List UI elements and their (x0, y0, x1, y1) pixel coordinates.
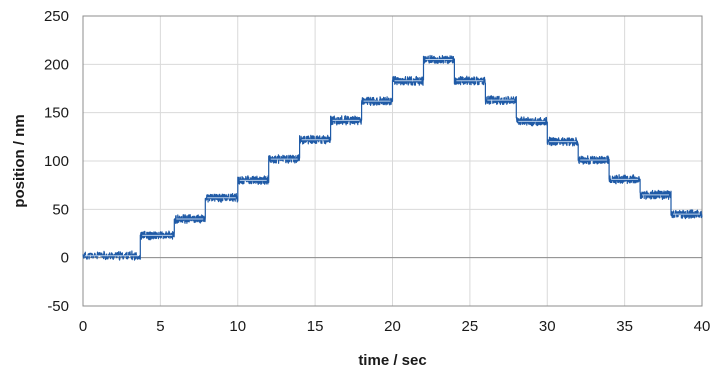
x-tick-label-10: 10 (229, 318, 246, 335)
y-tick-label-250: 250 (44, 8, 69, 25)
x-tick-label-15: 15 (307, 318, 324, 335)
x-tick-label-40: 40 (694, 318, 711, 335)
x-tick-label-20: 20 (384, 318, 401, 335)
series-layer (82, 54, 703, 261)
y-tick-labels: -50 0 50 100 150 200 250 (44, 8, 69, 315)
y-tick-label-50: 50 (52, 201, 69, 218)
x-tick-label-30: 30 (539, 318, 556, 335)
x-tick-labels: 0 5 10 15 20 25 30 35 40 (79, 318, 711, 335)
x-tick-label-35: 35 (616, 318, 633, 335)
plot-border (82, 15, 703, 307)
x-tick-label-0: 0 (79, 318, 87, 335)
x-axis-title: time / sec (358, 352, 426, 369)
x-tick-label-5: 5 (156, 318, 164, 335)
x-tick-label-25: 25 (462, 318, 479, 335)
y-tick-label--50: -50 (47, 298, 69, 315)
y-tick-label-0: 0 (61, 250, 69, 267)
y-axis-title: position / nm (11, 114, 28, 207)
y-tick-label-150: 150 (44, 105, 69, 122)
y-tick-label-100: 100 (44, 153, 69, 170)
y-tick-label-200: 200 (44, 56, 69, 73)
axes (82, 15, 703, 307)
